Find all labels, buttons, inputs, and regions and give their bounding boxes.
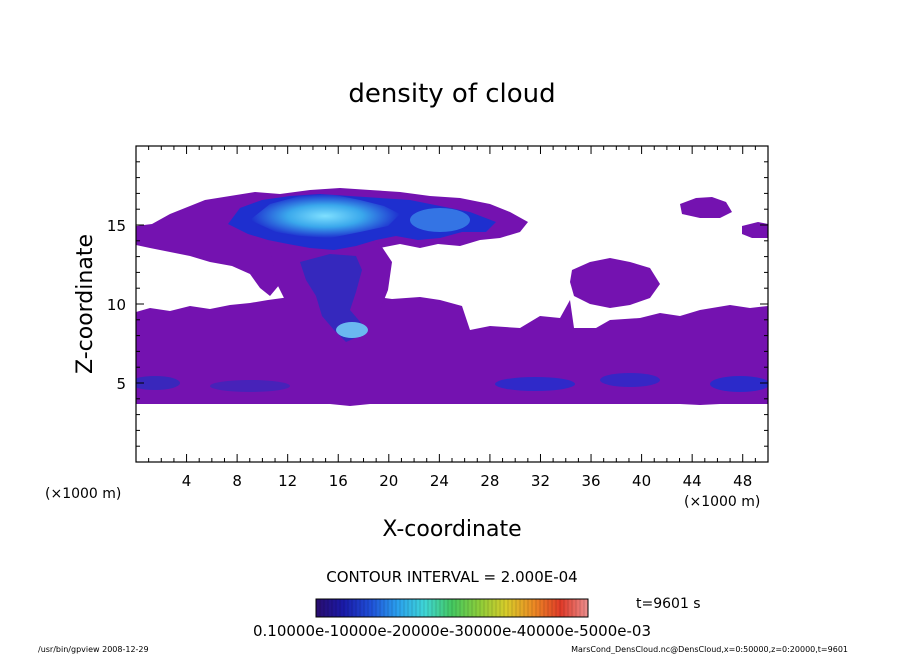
x-tick-label: 28 [480, 472, 499, 490]
x-units-left: (×1000 m) [45, 486, 121, 502]
cloud-band-4 [600, 373, 660, 387]
footer-right: MarsCond_DensCloud.nc@DensCloud,x=0:5000… [571, 645, 848, 654]
contour-interval: CONTOUR INTERVAL = 2.000E-04 [326, 568, 577, 586]
y-axis-ticks: 5 10 15 [107, 161, 768, 447]
cloud-band-3 [495, 377, 575, 391]
colorbar-stripes [319, 599, 585, 617]
x-axis-label: X-coordinate [382, 517, 521, 542]
cloud-band-2 [210, 380, 290, 392]
x-tick-label: 48 [733, 472, 752, 490]
x-axis-ticks: 4 8 12 16 20 24 28 32 36 40 44 48 [148, 146, 756, 490]
cloud-core-low [336, 322, 368, 338]
x-units-right: (×1000 m) [684, 494, 760, 510]
x-tick-label: 8 [232, 472, 242, 490]
x-tick-label: 16 [329, 472, 348, 490]
colorbar-labels: 0.10000e-10000e-20000e-30000e-40000e-500… [253, 622, 651, 640]
time-label: t=9601 s [636, 596, 701, 612]
x-tick-label: 4 [182, 472, 192, 490]
y-axis-label: Z-coordinate [73, 234, 98, 374]
colorbar-gradient [315, 598, 589, 618]
cloud-band-5 [710, 376, 768, 392]
colorbar [315, 598, 589, 618]
cloud-right-patch [570, 258, 660, 308]
x-tick-label: 12 [278, 472, 297, 490]
plot-area [136, 188, 768, 406]
x-tick-label: 24 [430, 472, 449, 490]
cloud-core [250, 194, 400, 238]
x-tick-label: 44 [683, 472, 702, 490]
cloud-dense-column [300, 254, 362, 342]
y-tick-label: 10 [107, 296, 126, 314]
x-tick-label: 36 [581, 472, 600, 490]
y-tick-label: 15 [107, 217, 126, 235]
cloud-top-patch [680, 197, 732, 218]
cloud-band-1 [136, 376, 180, 390]
chart-title: density of cloud [348, 79, 555, 109]
x-tick-label: 40 [632, 472, 651, 490]
x-tick-label: 20 [379, 472, 398, 490]
footer-left: /usr/bin/gpview 2008-12-29 [38, 645, 149, 654]
cloud-field [136, 188, 768, 406]
x-tick-label: 32 [531, 472, 550, 490]
y-tick-label: 5 [116, 375, 126, 393]
cloud-core-right [410, 208, 470, 232]
cloud-far-right-patch [742, 222, 768, 238]
